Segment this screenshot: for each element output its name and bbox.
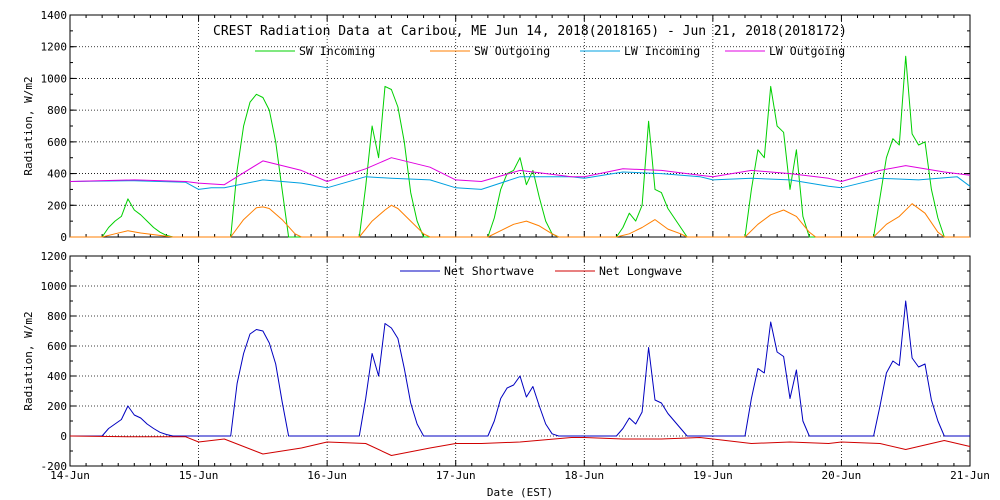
top-series xyxy=(69,55,971,238)
bottom-y-ticks: -200 0 200 400 600 800 1000 1200 xyxy=(41,250,68,473)
y-tick-label: 800 xyxy=(47,104,67,117)
bottom-series xyxy=(69,300,971,456)
x-tick-label: 14-Jun xyxy=(50,469,90,482)
series-line-net-shortwave xyxy=(70,300,970,437)
x-tick-label: 20-Jun xyxy=(822,469,862,482)
y-tick-label: 200 xyxy=(47,400,67,413)
top-y-ticks: 0 200 400 600 800 1000 1200 1400 xyxy=(41,9,68,244)
x-axis-label: Date (EST) xyxy=(487,486,553,499)
y-tick-label: 1000 xyxy=(41,280,68,293)
top-y-axis-label: Radiation, W/m2 xyxy=(22,76,35,175)
legend-label-sw-outgoing: SW Outgoing xyxy=(474,44,550,58)
y-tick-label: 1200 xyxy=(41,250,68,263)
bottom-legend: Net Shortwave Net Longwave xyxy=(400,264,682,278)
series-line-net-longwave xyxy=(69,435,971,456)
x-tick-label: 15-Jun xyxy=(179,469,219,482)
series-line-lw-outgoing xyxy=(69,157,971,186)
series-line-sw-incoming xyxy=(70,55,970,238)
y-tick-label: 200 xyxy=(47,199,67,212)
y-tick-label: 800 xyxy=(47,310,67,323)
top-legend: SW Incoming SW Outgoing LW Incoming LW Outg… xyxy=(255,44,845,58)
chart-title: CREST Radiation Data at Caribou, ME Jun … xyxy=(213,24,847,39)
x-tick-label: 18-Jun xyxy=(564,469,604,482)
x-tick-label: 21-Jun xyxy=(950,469,990,482)
y-tick-label: 0 xyxy=(60,231,67,244)
y-tick-label: 1400 xyxy=(41,9,68,22)
y-tick-label: 600 xyxy=(47,136,67,149)
x-tick-label: 16-Jun xyxy=(307,469,347,482)
legend-label-net-longwave: Net Longwave xyxy=(599,264,682,278)
top-grid xyxy=(69,14,971,238)
y-tick-label: 400 xyxy=(47,168,67,181)
x-tick-label: 19-Jun xyxy=(693,469,733,482)
legend-label-net-shortwave: Net Shortwave xyxy=(444,264,534,278)
y-tick-label: 400 xyxy=(47,370,67,383)
x-tick-label: 17-Jun xyxy=(436,469,476,482)
y-tick-label: 0 xyxy=(60,430,67,443)
y-tick-label: 1200 xyxy=(41,41,68,54)
legend-label-lw-outgoing: LW Outgoing xyxy=(769,44,845,58)
y-tick-label: 600 xyxy=(47,340,67,353)
x-tick-labels: 14-Jun 15-Jun 16-Jun 17-Jun 18-Jun 19-Jun 20-J… xyxy=(50,469,990,482)
y-tick-label: 1000 xyxy=(41,72,68,85)
legend-label-lw-incoming: LW Incoming xyxy=(624,44,700,58)
bottom-grid xyxy=(69,255,971,467)
y-tick-label: -200 xyxy=(41,460,68,473)
legend-label-sw-incoming: SW Incoming xyxy=(299,44,375,58)
bottom-y-axis-label: Radiation, W/m2 xyxy=(22,311,35,410)
series-line-sw-outgoing xyxy=(70,203,970,238)
bottom-plot-frame xyxy=(69,255,971,467)
series-line-lw-incoming xyxy=(69,171,971,190)
